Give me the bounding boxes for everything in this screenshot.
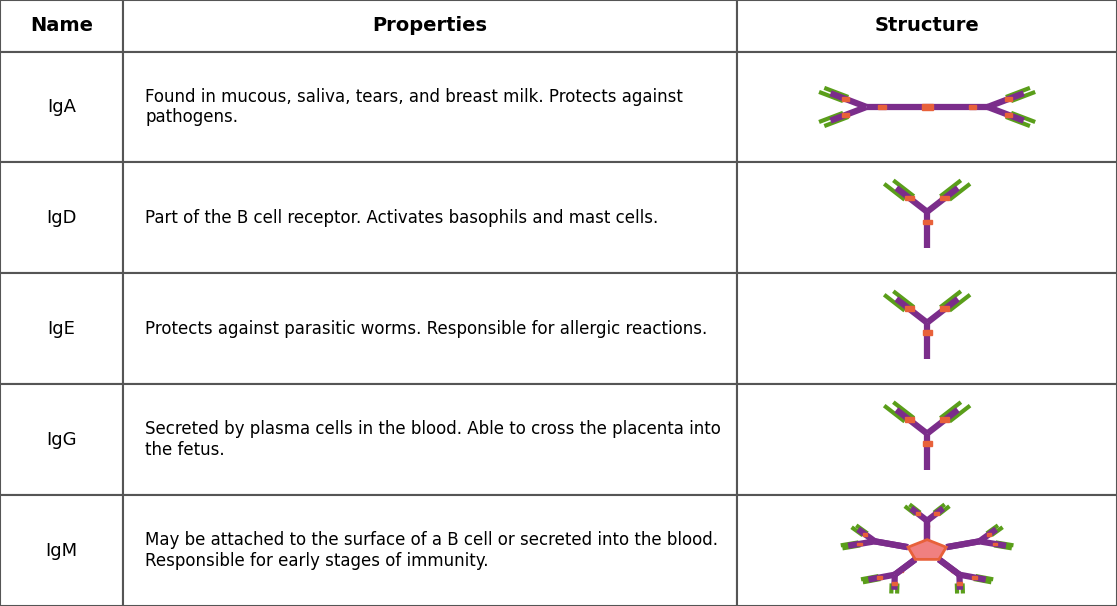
- FancyBboxPatch shape: [737, 384, 1117, 495]
- Text: Part of the B cell receptor. Activates basophils and mast cells.: Part of the B cell receptor. Activates b…: [145, 209, 658, 227]
- Text: IgA: IgA: [47, 98, 76, 116]
- FancyBboxPatch shape: [737, 495, 1117, 606]
- Bar: [923, 441, 932, 446]
- Bar: [877, 576, 881, 579]
- FancyBboxPatch shape: [123, 273, 737, 384]
- Text: Found in mucous, saliva, tears, and breast milk. Protects against
pathogens.: Found in mucous, saliva, tears, and brea…: [145, 87, 684, 127]
- Bar: [941, 418, 949, 422]
- FancyBboxPatch shape: [123, 52, 737, 162]
- FancyBboxPatch shape: [0, 0, 123, 52]
- FancyBboxPatch shape: [737, 0, 1117, 52]
- Text: IgE: IgE: [48, 320, 75, 338]
- Bar: [1005, 113, 1012, 117]
- Bar: [878, 105, 886, 109]
- Bar: [881, 542, 887, 544]
- FancyBboxPatch shape: [0, 273, 123, 384]
- Text: Secreted by plasma cells in the blood. Able to cross the placenta into
the fetus: Secreted by plasma cells in the blood. A…: [145, 420, 722, 459]
- Bar: [941, 307, 949, 311]
- Bar: [862, 533, 868, 536]
- Bar: [973, 576, 977, 579]
- Bar: [967, 542, 973, 544]
- Bar: [986, 533, 992, 536]
- Bar: [925, 525, 929, 527]
- Bar: [857, 542, 861, 545]
- Bar: [892, 582, 897, 585]
- Bar: [842, 113, 849, 117]
- Text: Properties: Properties: [373, 16, 487, 35]
- Text: Protects against parasitic worms. Responsible for allergic reactions.: Protects against parasitic worms. Respon…: [145, 320, 707, 338]
- Bar: [923, 219, 932, 224]
- Bar: [905, 196, 914, 201]
- FancyBboxPatch shape: [0, 495, 123, 606]
- Bar: [941, 196, 949, 201]
- Bar: [842, 97, 849, 101]
- Bar: [993, 542, 997, 545]
- FancyBboxPatch shape: [123, 495, 737, 606]
- FancyBboxPatch shape: [737, 162, 1117, 273]
- Bar: [923, 330, 932, 335]
- Bar: [957, 582, 962, 585]
- Bar: [916, 512, 920, 515]
- Bar: [952, 569, 956, 571]
- FancyBboxPatch shape: [737, 52, 1117, 162]
- Bar: [898, 569, 903, 571]
- Text: Name: Name: [30, 16, 93, 35]
- Bar: [905, 418, 914, 422]
- Text: IgD: IgD: [46, 209, 77, 227]
- FancyBboxPatch shape: [0, 162, 123, 273]
- Text: IgG: IgG: [46, 431, 77, 448]
- Bar: [922, 104, 933, 110]
- Bar: [934, 512, 938, 515]
- FancyBboxPatch shape: [123, 162, 737, 273]
- FancyBboxPatch shape: [0, 384, 123, 495]
- FancyBboxPatch shape: [123, 0, 737, 52]
- Text: IgM: IgM: [46, 542, 77, 559]
- Bar: [968, 105, 976, 109]
- Polygon shape: [908, 539, 946, 559]
- FancyBboxPatch shape: [123, 384, 737, 495]
- Text: May be attached to the surface of a B cell or secreted into the blood.
Responsib: May be attached to the surface of a B ce…: [145, 531, 718, 570]
- FancyBboxPatch shape: [737, 273, 1117, 384]
- Text: Structure: Structure: [875, 16, 980, 35]
- FancyBboxPatch shape: [0, 52, 123, 162]
- Bar: [905, 307, 914, 311]
- Bar: [1005, 97, 1012, 101]
